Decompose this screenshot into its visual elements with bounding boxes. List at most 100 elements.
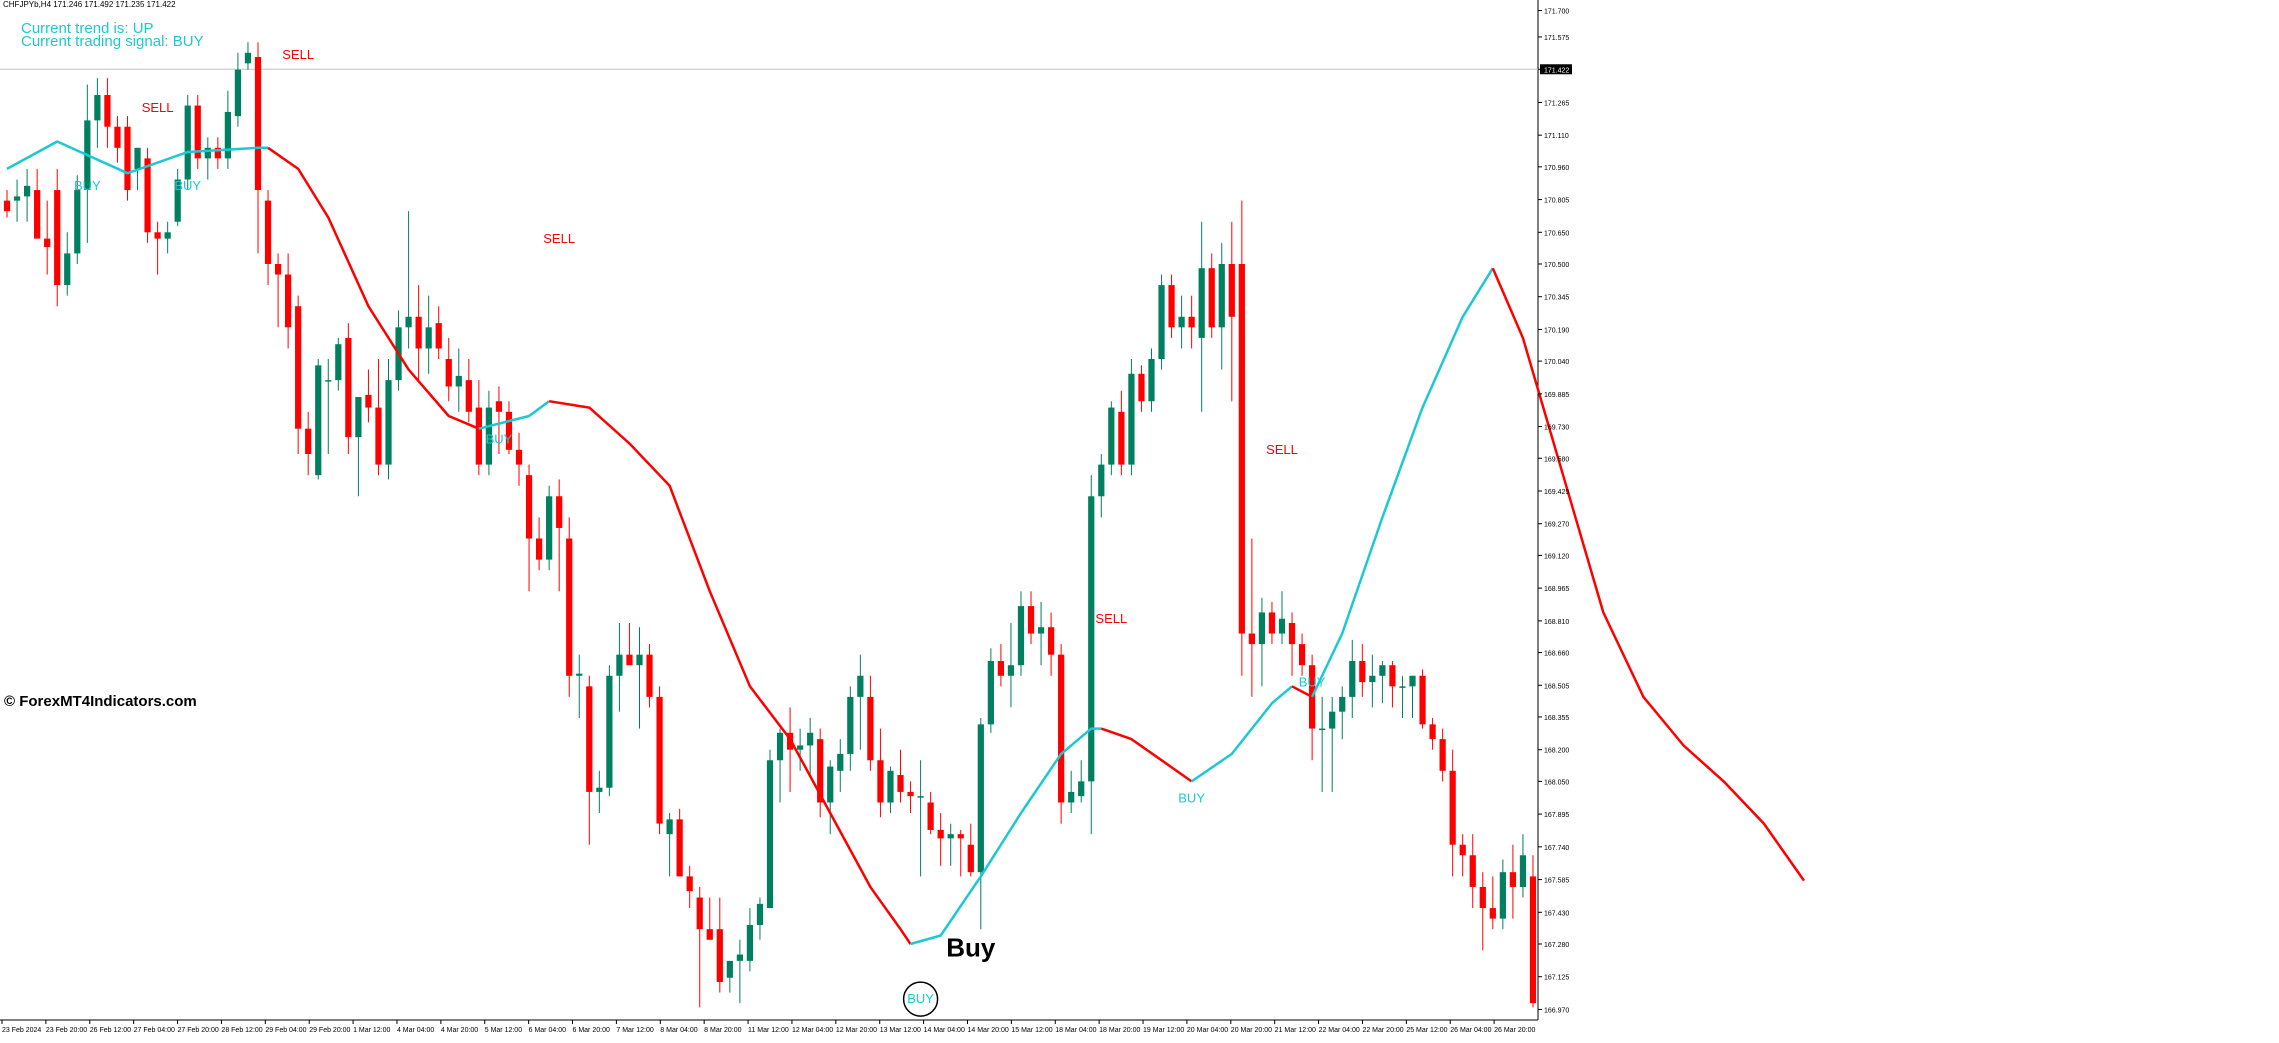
candle [1469,834,1476,909]
candle-body [124,126,131,191]
price-tick-label: 170.960 [1544,165,1569,172]
candle-body [445,359,452,387]
candle-body [1098,464,1105,497]
candle-body [74,190,81,254]
candle [375,359,382,476]
candle-body [766,760,774,909]
candle-body [1178,316,1185,328]
candle [1319,696,1326,792]
candle [54,168,61,307]
price-tick-label: 168.505 [1544,683,1569,690]
current-price-marker [1540,64,1572,75]
candle [1108,401,1115,476]
candle [716,897,723,993]
candle [1208,253,1215,338]
candle [1298,633,1306,676]
candle [706,897,713,940]
candle-body [1399,686,1406,688]
candle [1027,591,1035,645]
candle-body [877,760,884,803]
candle-body [1148,359,1155,402]
candle [927,791,934,835]
candle-body [23,185,31,197]
candle [907,781,914,814]
candle [1288,612,1296,676]
candle [1429,718,1436,750]
candle-body [947,834,954,839]
candle-body [1017,606,1025,666]
candle [495,386,503,455]
candle [1037,601,1045,666]
trend-status: Current trend is: UP [21,20,154,37]
candle-body [837,753,844,771]
candle [546,485,553,571]
candle-body [425,327,432,349]
time-tick-label: 8 Mar 20:00 [704,1027,741,1034]
time-tick-label: 7 Mar 12:00 [616,1027,653,1034]
candle [636,627,643,729]
candle [365,369,372,423]
candle [1068,770,1075,814]
price-tick-label: 167.430 [1544,910,1569,917]
candle [596,770,603,814]
time-tick-label: 22 Mar 04:00 [1319,1027,1360,1034]
candle-body [114,126,121,148]
candle [656,686,663,835]
candle-body [686,876,693,892]
candle [917,760,924,877]
candle [827,760,834,835]
price-tick-label: 169.270 [1544,522,1569,529]
candle-body [1439,739,1446,771]
price-tick-label: 168.355 [1544,715,1569,722]
time-tick-label: 6 Mar 20:00 [573,1027,610,1034]
candle-body [847,696,854,754]
ma-line-down [1291,685,1313,699]
candle-body [335,344,342,381]
candle [586,675,593,845]
candle-body [1118,411,1125,465]
candle-body [967,844,974,873]
candle [646,644,653,708]
price-tick-label: 168.810 [1544,619,1569,626]
time-tick-label: 8 Mar 04:00 [660,1027,697,1034]
candle-body [556,496,563,528]
candle-body [104,95,111,127]
candle [244,42,252,70]
candle-body [305,428,312,455]
candle-body [1088,496,1095,782]
candle [1268,601,1276,645]
candle-body [626,654,633,666]
candle [1138,365,1145,412]
candle [64,232,71,296]
time-tick-label: 12 Mar 04:00 [792,1027,833,1034]
candle [1349,639,1356,719]
candle-body [656,696,663,824]
candle [1198,221,1205,412]
time-tick-label: 15 Mar 12:00 [1011,1027,1052,1034]
candle-body [1519,855,1527,887]
chart-area[interactable]: SELL BUY BUY SELL SELL BUY SELL BUY SELL BUY BUY Bu… [0,0,1806,1043]
candle-body [1188,316,1195,328]
candle [987,648,994,733]
candle [696,886,703,1008]
candle [295,295,302,455]
candle-body [927,802,934,830]
candle-body [1409,675,1416,687]
candle-body [64,253,71,286]
candle [23,168,31,222]
ma-line-up [910,727,1102,946]
candle [1529,855,1537,1008]
time-tick-label: 13 Mar 12:00 [880,1027,921,1034]
buy-signal-label: BUY [1299,674,1326,689]
ma-line-up [6,140,268,175]
price-tick-label: 167.125 [1544,975,1569,982]
candle-body [817,739,824,803]
candle [1148,348,1155,412]
buy-signal-label: BUY [1178,790,1205,805]
candle [947,823,954,866]
candle [1128,359,1135,476]
candle [1248,538,1255,697]
ma-line-up [478,400,550,430]
candle [766,749,774,909]
